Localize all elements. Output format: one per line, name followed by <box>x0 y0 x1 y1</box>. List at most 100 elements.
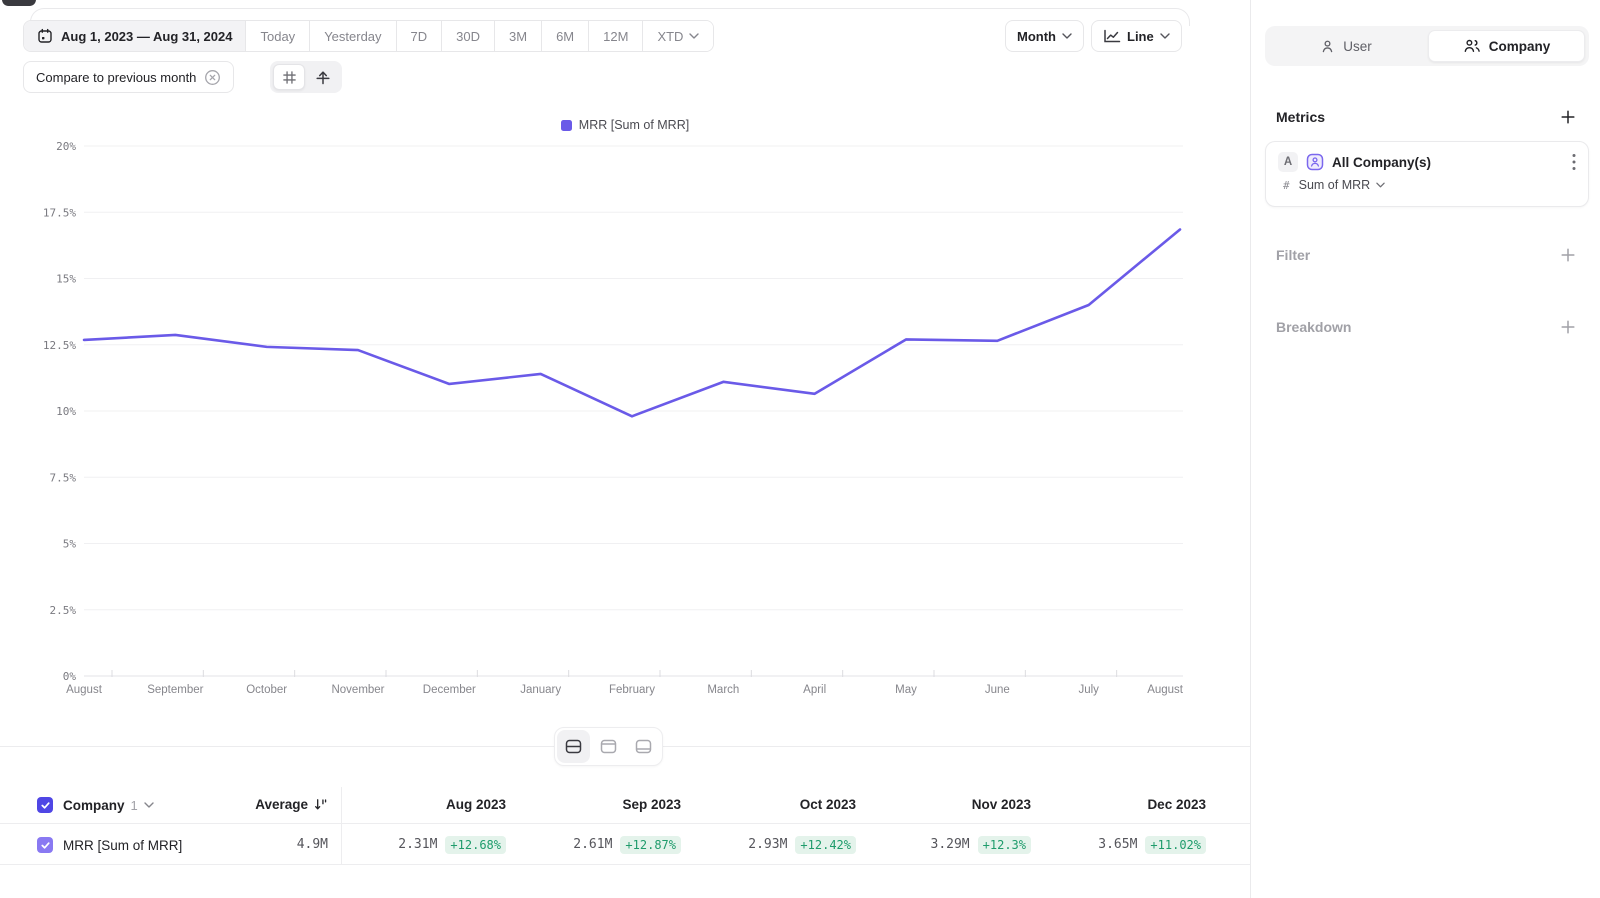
add-filter-button[interactable] <box>1560 247 1576 263</box>
compare-chip-label: Compare to previous month <box>36 69 197 85</box>
preset-6m-button[interactable]: 6M <box>541 21 589 51</box>
value-cell-dec-2023: 3.65M +11.02% <box>1036 825 1206 864</box>
preset-today-button[interactable]: Today <box>245 21 310 51</box>
group-count: 1 <box>130 797 138 813</box>
sort-icon <box>315 799 327 810</box>
x-axis-label: August <box>1147 684 1184 696</box>
check-icon <box>40 801 50 809</box>
view-table-only-button[interactable] <box>627 730 660 763</box>
x-axis-label: June <box>985 684 1010 696</box>
x-axis-label: February <box>609 684 655 696</box>
granularity-select[interactable]: Month <box>1005 20 1084 52</box>
preset-12m-button[interactable]: 12M <box>588 21 643 51</box>
preset-7d-button[interactable]: 7D <box>395 21 442 51</box>
sidebar-divider <box>1250 0 1251 898</box>
chevron-down-icon <box>1160 33 1170 39</box>
remove-compare-icon[interactable] <box>204 69 221 86</box>
company-tab-label: Company <box>1488 38 1551 54</box>
table-header-row: Company 1 Average Aug 2023 Sep 2023 Oct 20… <box>0 786 1250 824</box>
add-breakdown-button[interactable] <box>1560 319 1576 335</box>
y-axis-label: 20% <box>56 140 76 153</box>
delta-badge: +12.42% <box>795 835 856 854</box>
person-icon <box>1322 40 1333 52</box>
aggregation-label: Sum of MRR <box>1298 178 1371 192</box>
view-split-button[interactable] <box>557 730 590 763</box>
preset-xtd-button[interactable]: XTD <box>642 21 714 51</box>
x-axis-label: August <box>66 684 103 696</box>
metric-row-label: MRR [Sum of MRR] <box>63 837 183 853</box>
metric-card[interactable]: A All Company(s) # Sum of MRR <box>1265 141 1589 207</box>
filter-section-header: Filter <box>1265 243 1589 267</box>
delta-badge: +11.02% <box>1145 835 1206 854</box>
cell-value: 2.61M <box>573 837 613 852</box>
tab-user[interactable]: User <box>1265 26 1427 66</box>
row-checkbox[interactable] <box>37 837 53 853</box>
preset-yesterday-button[interactable]: Yesterday <box>309 21 396 51</box>
select-all-checkbox[interactable] <box>37 797 53 813</box>
column-header-sep-2023[interactable]: Sep 2023 <box>622 797 681 812</box>
align-top-toggle-button[interactable] <box>307 64 339 90</box>
metric-letter-badge: A <box>1278 152 1298 172</box>
legend-swatch <box>560 119 572 131</box>
add-metric-button[interactable] <box>1560 109 1576 125</box>
cell-value: 2.93M <box>748 837 788 852</box>
chart-type-label: Line <box>1127 28 1154 44</box>
arrow-up-bar-icon <box>316 71 330 85</box>
y-axis-label: 17.5% <box>43 206 76 219</box>
tab-company[interactable]: Company <box>1428 30 1585 62</box>
y-axis-label: 10% <box>56 405 76 418</box>
company-column-header[interactable]: Company 1 <box>63 786 154 824</box>
mrr-growth-line-chart[interactable]: 0% 2.5% 5% 7.5% 10% 12.5% 15% 17.5% 20% August Sep… <box>0 130 1250 710</box>
compare-chip[interactable]: Compare to previous month <box>23 61 235 93</box>
metric-table-row[interactable]: MRR [Sum of MRR] 4.9M 2.31M +12.68% 2.61M +… <box>0 825 1250 865</box>
chart-type-select[interactable]: Line <box>1091 20 1182 52</box>
average-value-cell: 4.9M <box>0 825 328 864</box>
x-axis-label: March <box>707 684 739 696</box>
delta-badge: +12.87% <box>620 835 681 854</box>
user-tab-label: User <box>1343 38 1372 54</box>
view-chart-only-button[interactable] <box>592 730 625 763</box>
window-fragment <box>2 0 36 6</box>
average-label: Average <box>255 797 308 812</box>
top-pane-icon <box>600 739 617 754</box>
preset-3m-button[interactable]: 3M <box>494 21 542 51</box>
date-range-group: Aug 1, 2023 — Aug 31, 2024 Today Yesterda… <box>23 20 715 52</box>
chart-option-toggles <box>270 61 342 93</box>
cell-value: 3.29M <box>930 837 970 852</box>
preset-30d-button[interactable]: 30D <box>441 21 495 51</box>
grid-toggle-button[interactable] <box>273 64 305 90</box>
column-header-oct-2023[interactable]: Oct 2023 <box>799 797 856 812</box>
metrics-section-header: Metrics <box>1265 105 1589 129</box>
column-header-nov-2023[interactable]: Nov 2023 <box>971 797 1031 812</box>
average-column-header[interactable]: Average <box>0 786 328 823</box>
breakdown-title: Breakdown <box>1276 319 1352 335</box>
group-label: Company <box>63 797 125 813</box>
line-chart-icon <box>1104 29 1121 42</box>
delta-badge: +12.68% <box>445 835 506 854</box>
x-axis-label: January <box>520 684 561 696</box>
average-value: 4.9M <box>296 837 328 852</box>
column-header-dec-2023[interactable]: Dec 2023 <box>1147 797 1206 812</box>
date-range-button[interactable]: Aug 1, 2023 — Aug 31, 2024 <box>24 21 246 51</box>
metrics-title: Metrics <box>1276 109 1326 125</box>
calendar-icon <box>38 28 52 43</box>
x-axis-label: September <box>147 684 203 696</box>
aggregation-hash-icon: # <box>1283 178 1290 192</box>
legend-label: MRR [Sum of MRR] <box>578 118 690 132</box>
granularity-label: Month <box>1017 28 1056 44</box>
x-axis-label: April <box>803 684 826 696</box>
split-view-icon <box>565 739 582 754</box>
x-axis-label: May <box>895 684 917 696</box>
y-axis-label: 15% <box>56 273 76 286</box>
aggregation-select[interactable]: Sum of MRR <box>1299 178 1386 192</box>
y-axis-label: 0% <box>63 670 77 683</box>
x-axis-label: November <box>331 684 384 696</box>
cell-value: 2.31M <box>398 837 438 852</box>
column-header-aug-2023[interactable]: Aug 2023 <box>445 797 506 812</box>
table-column-divider <box>341 787 342 865</box>
y-axis-label: 5% <box>63 538 77 551</box>
mrr-series-line <box>82 228 1182 418</box>
metric-options-kebab-icon[interactable] <box>1572 153 1576 171</box>
value-cell-aug-2023: 2.31M +12.68% <box>336 825 506 864</box>
entity-view-toggle: User Company <box>1265 26 1589 66</box>
